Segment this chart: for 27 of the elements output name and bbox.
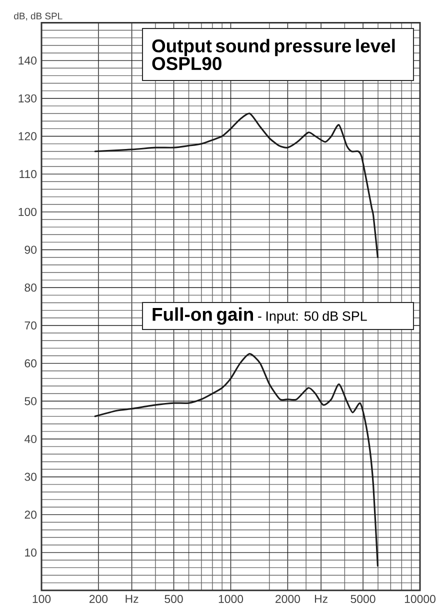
y-tick-label: 40 xyxy=(24,434,37,444)
x-tick-label: 10000 xyxy=(404,594,436,604)
y-tick-label: 30 xyxy=(24,472,37,481)
x-tick-label: 2000 xyxy=(276,594,300,604)
series-label: Full-on gain xyxy=(152,307,253,325)
y-tick-label: 80 xyxy=(24,284,37,292)
y-tick-label: 10 xyxy=(25,548,37,557)
y-tick-label: 130 xyxy=(18,94,37,102)
y-tick-label: 100 xyxy=(18,208,37,216)
x-tick-label: 200 xyxy=(89,594,108,604)
y-tick-label: 20 xyxy=(24,510,37,519)
y-tick-label: 90 xyxy=(24,246,37,254)
text: Output sound pressure level OSPL90 xyxy=(152,38,395,70)
x-tick-label: 100 xyxy=(32,594,51,604)
y-tick-label: 50 xyxy=(24,397,37,406)
y-tick-label: 120 xyxy=(18,132,37,140)
y-tick-label: 110 xyxy=(20,170,37,178)
annotation: - Input: 50 dB SPL xyxy=(258,310,367,324)
x-tick-label: 5000 xyxy=(350,594,376,604)
y-tick-label: 70 xyxy=(24,321,37,330)
y-tick-label: 60 xyxy=(24,359,37,368)
x-tick-label: Hz xyxy=(314,594,328,603)
x-tick-label: Hz xyxy=(126,594,138,603)
y-axis-title: dB, dB SPL xyxy=(14,12,62,20)
x-tick-label: 1000 xyxy=(218,594,244,604)
y-tick-label: 140 xyxy=(18,56,37,65)
x-tick-label: 500 xyxy=(164,594,183,604)
